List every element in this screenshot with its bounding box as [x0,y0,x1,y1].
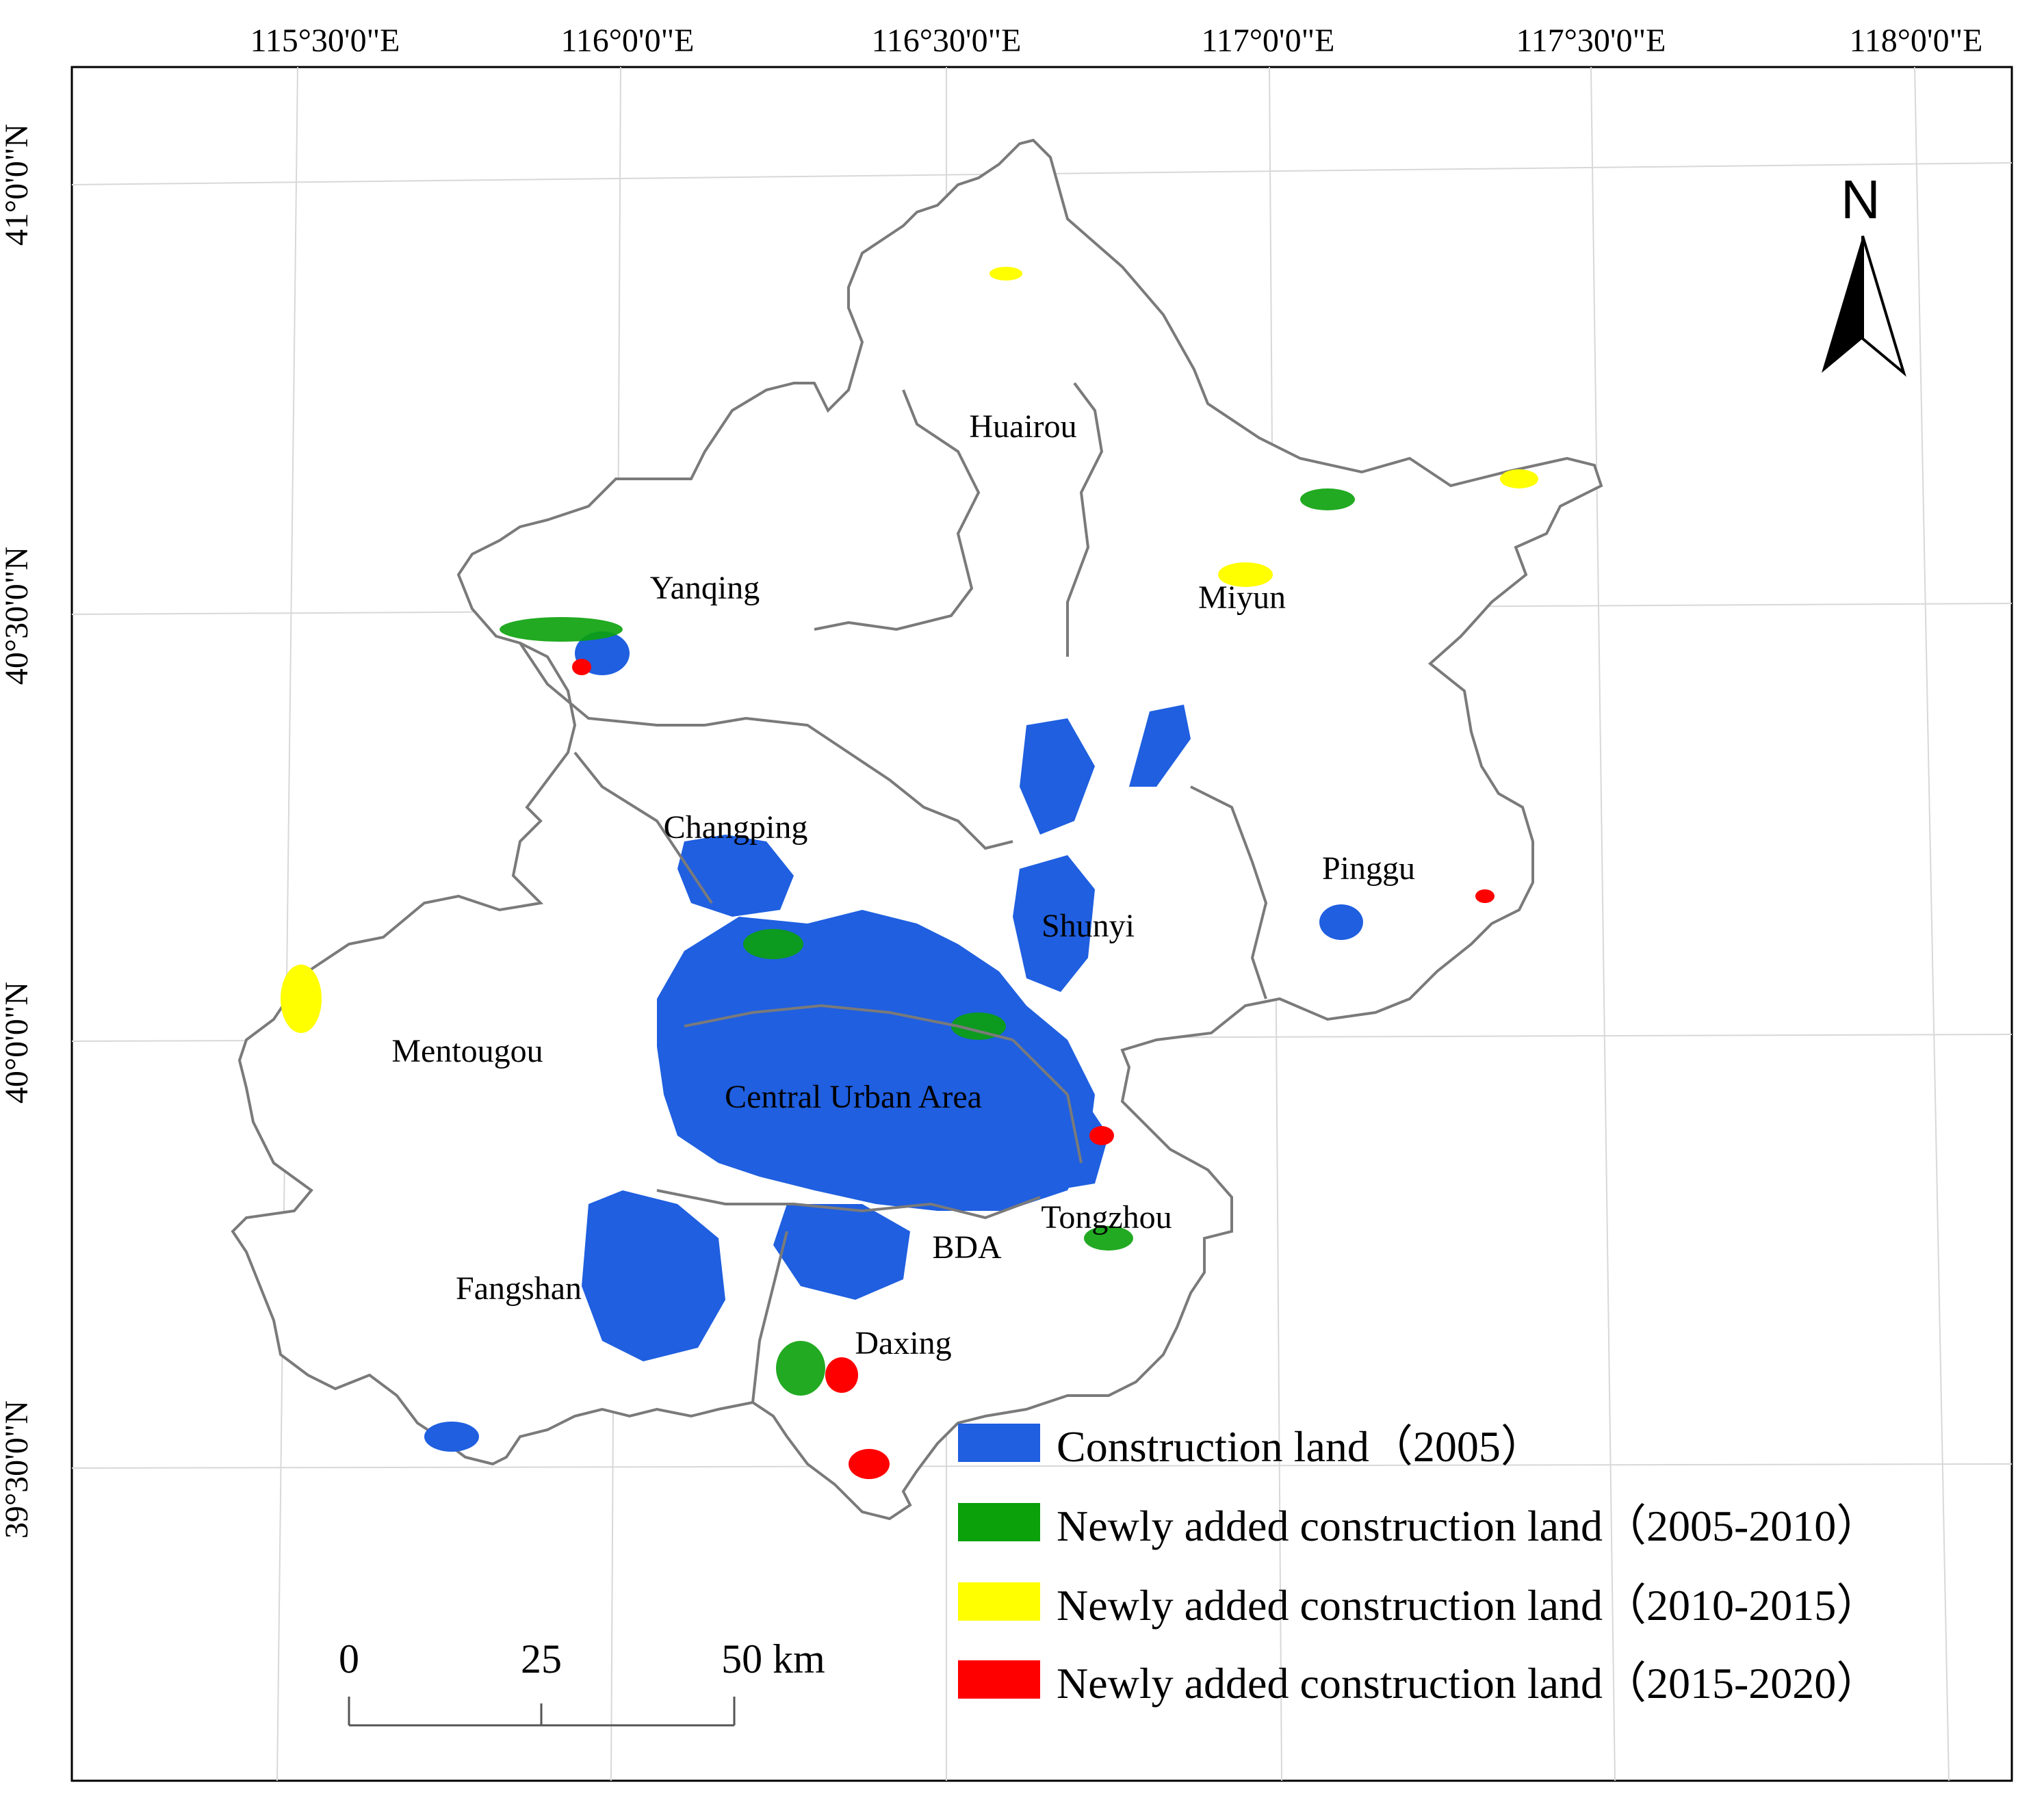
scale-bar-label: 0 [339,1636,359,1682]
beijing-boundary [231,138,1603,1521]
district-border [751,1231,788,1403]
legend-item: Newly added construction land（2015-2020） [958,1656,1880,1708]
district-label-pinggu: Pinggu [1321,850,1416,887]
north-arrow-letter: N [1841,169,1880,230]
construction-land-2005-2010 [500,488,1355,1396]
legend-swatch [958,1582,1040,1621]
legend-label: Newly added construction land（2010-2015） [1057,1581,1880,1630]
growth-patch [1084,1226,1133,1251]
north-corridor-cluster [1020,718,1095,835]
daxing-cluster [773,1204,910,1300]
longitude-label-top: 117°0'0"E [1201,23,1335,59]
district-label-changping: Changping [663,809,808,846]
district-label-central-urban-area: Central Urban Area [725,1079,982,1115]
pinggu-cluster [1319,904,1363,940]
construction-land-2015-2020 [572,659,1495,1479]
growth-patch [989,267,1022,280]
growth-patch [776,1341,825,1396]
latitude-label: 39°30'0"N [0,1400,35,1539]
latitude-label: 40°30'0"N [0,546,35,685]
district-label-mentougou: Mentougou [391,1033,543,1069]
parallel-line [71,1463,2013,1469]
district-label-tongzhou: Tongzhou [1041,1199,1172,1236]
latitude-label: 40°0'0"N [0,981,35,1104]
legend-label: Newly added construction land（2005-2010） [1057,1502,1880,1550]
construction-land-2005 [424,631,1363,1452]
longitude-label-top: 115°30'0"E [250,23,400,59]
meridian-line [1914,66,1950,1781]
growth-patch [825,1357,858,1393]
growth-patch [849,1449,890,1479]
central-urban-cluster [657,910,1095,1211]
district-label-bda: BDA [932,1229,1002,1266]
growth-patch [951,1012,1006,1040]
meridian-line [276,66,298,1781]
shunyi-cluster [1013,855,1095,992]
district-border [573,751,713,904]
scale-bar [348,1697,736,1727]
growth-patch [572,659,591,675]
scale-bar-label: 50 km [721,1636,825,1682]
legend-label: Construction land（2005） [1057,1422,1544,1471]
district-border [656,1189,1041,1220]
longitude-label-top: 118°0'0"E [1849,23,1983,59]
legend-swatch [958,1660,1040,1699]
district-label-shunyi: Shunyi [1041,908,1135,944]
district-label-huairou: Huairou [969,408,1077,445]
legend-item: Newly added construction land（2005-2010） [958,1498,1880,1550]
latitude-label: 41°0'0"N [0,123,35,246]
fangshan-cluster [582,1190,725,1361]
legend-item: Newly added construction land（2010-2015） [958,1578,1880,1630]
district-label-daxing: Daxing [855,1325,952,1361]
legend-label: Newly added construction land（2015-2020） [1057,1659,1880,1708]
southwest-cluster [424,1422,479,1452]
district-border [1066,382,1104,657]
growth-patch [1300,488,1355,510]
district-border [704,716,1013,850]
longitude-label-top: 116°0'0"E [560,23,695,59]
scale-bar-label: 25 [521,1636,562,1682]
miyun-corridor-cluster [1129,705,1191,787]
district-border [814,389,981,631]
growth-patch [743,929,803,959]
district-border [1190,785,1268,999]
legend-item: Construction land（2005） [958,1419,1544,1471]
growth-patch [1475,889,1495,903]
growth-patch [281,965,322,1033]
legend-swatch [958,1503,1040,1541]
construction-land-2010-2015 [281,267,1538,1033]
map-frame [70,66,2013,1782]
district-label-miyun: Miyun [1198,579,1286,616]
north-arrow-icon [1822,235,1906,377]
tongzhou-cluster [1026,1095,1109,1190]
district-border [684,1004,1013,1041]
district-border [1011,1038,1083,1164]
district-label-yanqing: Yanqing [649,570,760,606]
growth-patch [1500,469,1538,488]
meridian-line [1590,66,1616,1781]
district-boundaries [519,382,1268,1403]
legend-swatch [958,1424,1040,1462]
growth-patch [1089,1126,1114,1145]
district-label-fangshan: Fangshan [456,1270,582,1307]
district-border [519,642,705,727]
north-arrow-right-half [1861,235,1906,377]
north-arrow-left-half [1822,236,1863,373]
longitude-label-top: 116°30'0"E [871,23,1022,59]
growth-patch [1218,562,1273,587]
growth-patch [500,617,623,642]
longitude-label-top: 117°30'0"E [1516,23,1666,59]
